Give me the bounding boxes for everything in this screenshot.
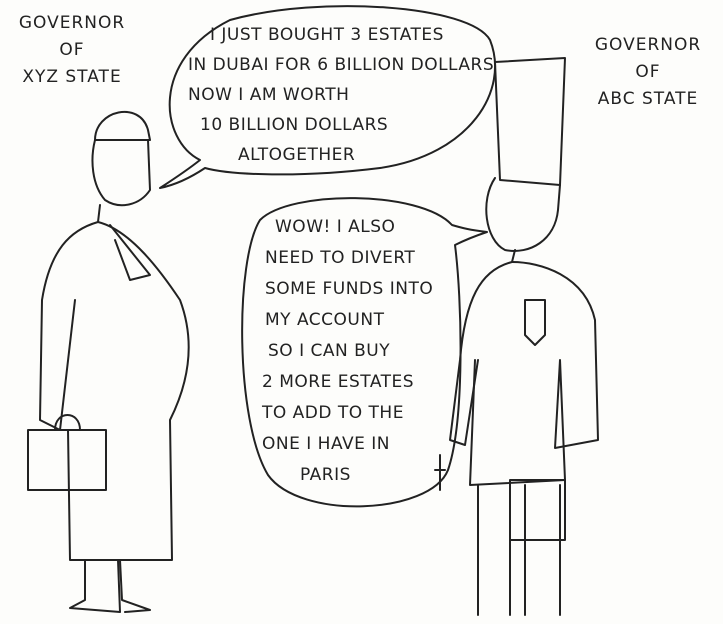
caption: OF [59, 40, 84, 60]
speech-text: 10 BILLION DOLLARS [200, 115, 388, 135]
speech-text: TO ADD TO THE [261, 403, 404, 423]
speech-text: NOW I AM WORTH [188, 85, 349, 105]
caption: OF [635, 62, 660, 82]
cartoon: GOVERNOR OF XYZ STATE GOVERNOR OF ABC STATE I … [0, 0, 723, 624]
speech-text: SO I CAN BUY [268, 341, 390, 361]
speech-text: ALTOGETHER [238, 145, 355, 165]
speech-text: NEED TO DIVERT [265, 248, 415, 268]
speech-text: MY ACCOUNT [265, 310, 385, 330]
speech-text: WOW! I ALSO [275, 217, 395, 237]
caption: GOVERNOR [595, 35, 701, 55]
caption: XYZ STATE [22, 67, 121, 87]
caption: ABC STATE [598, 89, 699, 109]
speech-text: ONE I HAVE IN [262, 434, 390, 454]
speech-text: I JUST BOUGHT 3 ESTATES [210, 25, 444, 45]
speech-text: PARIS [300, 465, 351, 485]
speech-text: SOME FUNDS INTO [265, 279, 433, 299]
speech-text: 2 MORE ESTATES [262, 372, 414, 392]
caption: GOVERNOR [19, 13, 125, 33]
speech-text: IN DUBAI FOR 6 BILLION DOLLARS [188, 55, 494, 75]
